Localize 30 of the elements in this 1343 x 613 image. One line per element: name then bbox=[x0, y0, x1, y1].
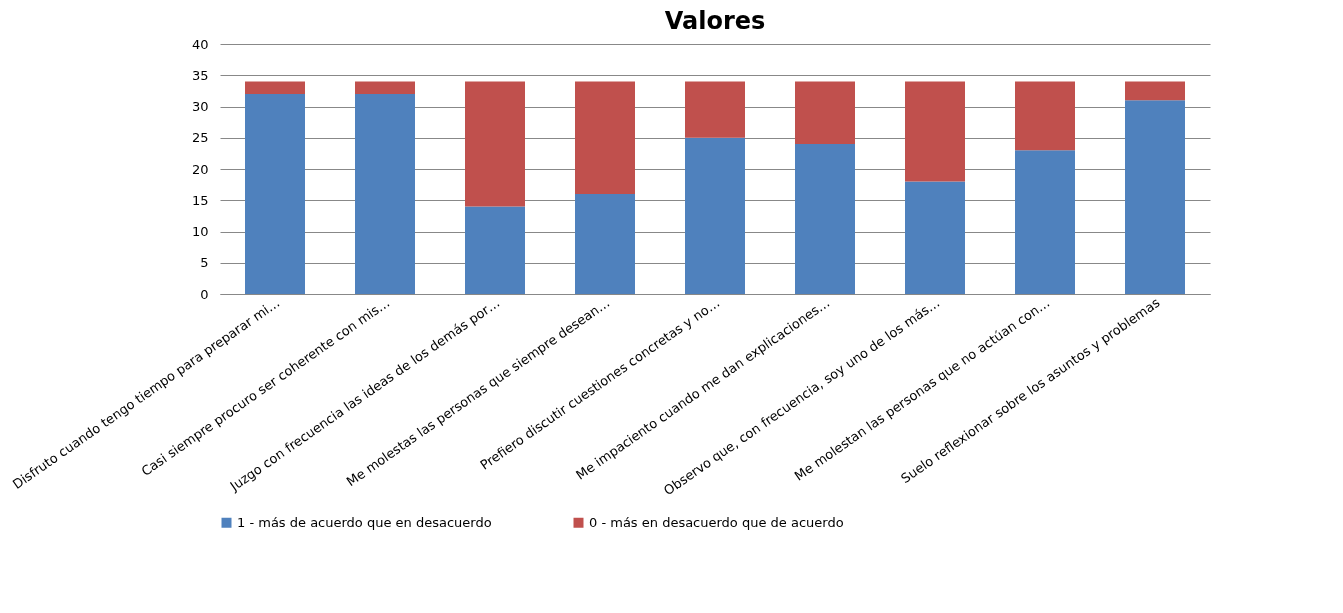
y-tick-label: 0 bbox=[200, 286, 209, 302]
bar bbox=[905, 181, 965, 294]
bar bbox=[1125, 81, 1185, 101]
y-tick-label: 10 bbox=[191, 224, 209, 239]
bar bbox=[1015, 81, 1075, 151]
chart-title: Valores bbox=[664, 7, 766, 35]
bar bbox=[575, 194, 635, 294]
legend-label: 1 - más de acuerdo que en desacuerdo bbox=[237, 514, 492, 530]
bar bbox=[465, 206, 525, 294]
bar bbox=[905, 81, 965, 182]
bar bbox=[245, 94, 305, 294]
bar bbox=[465, 81, 525, 207]
y-tick-label: 35 bbox=[191, 67, 209, 83]
bar bbox=[1125, 100, 1185, 294]
legend-label: 0 - más en desacuerdo que de acuerdo bbox=[589, 514, 844, 530]
y-tick-label: 25 bbox=[191, 130, 209, 146]
bar bbox=[795, 81, 855, 144]
bar bbox=[575, 81, 635, 194]
bar bbox=[1015, 150, 1075, 294]
bar bbox=[685, 137, 745, 294]
y-tick-label: 40 bbox=[191, 36, 209, 52]
y-tick-label: 15 bbox=[191, 192, 209, 208]
bar bbox=[355, 94, 415, 294]
y-tick-label: 20 bbox=[191, 161, 209, 177]
bar bbox=[245, 81, 305, 94]
bar bbox=[795, 144, 855, 294]
y-tick-label: 30 bbox=[191, 99, 209, 114]
bar bbox=[685, 81, 745, 138]
y-tick-label: 5 bbox=[200, 255, 209, 271]
bar bbox=[355, 81, 415, 94]
